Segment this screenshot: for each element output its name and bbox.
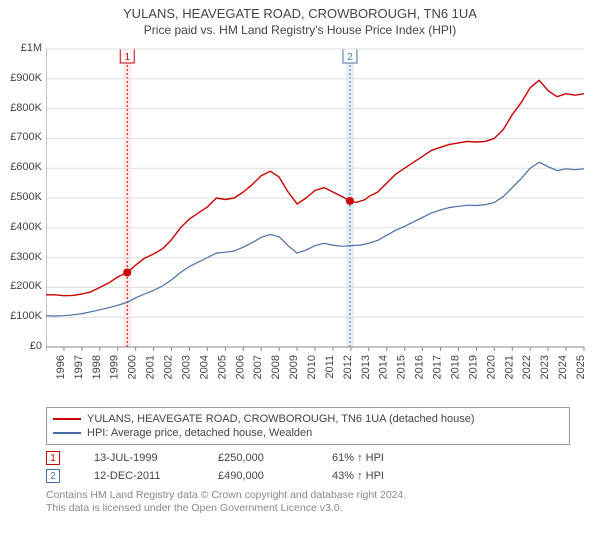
svg-text:2001: 2001: [145, 355, 157, 379]
svg-text:2012: 2012: [342, 355, 354, 379]
line-chart: 1 2 1995 1996 1997 1998 1999 2000 2001 2002 2003 20…: [46, 41, 590, 401]
svg-text:2025: 2025: [575, 355, 587, 379]
sale-price: £250,000: [218, 452, 298, 464]
table-row: 1 13-JUL-1999 £250,000 61% ↑ HPI: [46, 449, 570, 467]
svg-text:2023: 2023: [539, 355, 551, 379]
svg-text:2020: 2020: [485, 355, 497, 379]
y-tick-label: £500K: [10, 191, 46, 203]
svg-text:1: 1: [124, 52, 130, 63]
table-row: 2 12-DEC-2011 £490,000 43% ↑ HPI: [46, 467, 570, 485]
y-tick-label: £400K: [10, 221, 46, 233]
svg-text:2016: 2016: [414, 355, 426, 379]
svg-text:2017: 2017: [432, 355, 444, 379]
y-tick-label: £100K: [10, 310, 46, 322]
sale-date: 13-JUL-1999: [94, 452, 184, 464]
chart-subtitle: Price paid vs. HM Land Registry's House …: [0, 21, 600, 41]
svg-text:1999: 1999: [109, 355, 121, 379]
svg-text:1995: 1995: [46, 355, 49, 379]
y-tick-label: £600K: [10, 161, 46, 173]
legend-item-price-paid: YULANS, HEAVEGATE ROAD, CROWBOROUGH, TN6…: [53, 412, 563, 426]
y-tick-label: £0: [30, 340, 46, 352]
svg-text:1998: 1998: [91, 355, 103, 379]
sale-price: £490,000: [218, 470, 298, 482]
svg-text:1997: 1997: [73, 355, 85, 379]
chart-area: 1 2 1995 1996 1997 1998 1999 2000 2001 2002 2003 20…: [46, 41, 590, 401]
svg-text:2015: 2015: [396, 355, 408, 379]
sale-vs-hpi: 61% ↑ HPI: [332, 452, 384, 464]
svg-text:2009: 2009: [288, 355, 300, 379]
y-tick-label: £700K: [10, 131, 46, 143]
svg-text:1996: 1996: [55, 355, 67, 379]
sale-vs-hpi: 43% ↑ HPI: [332, 470, 384, 482]
sale-date: 12-DEC-2011: [94, 470, 184, 482]
legend-label: YULANS, HEAVEGATE ROAD, CROWBOROUGH, TN6…: [87, 413, 475, 425]
y-tick-label: £200K: [10, 280, 46, 292]
svg-text:2021: 2021: [503, 355, 515, 379]
y-tick-label: £900K: [10, 72, 46, 84]
svg-text:2000: 2000: [127, 355, 139, 379]
y-tick-label: £1M: [21, 42, 46, 54]
footnote: Contains HM Land Registry data © Crown c…: [46, 489, 570, 515]
svg-text:2018: 2018: [449, 355, 461, 379]
y-tick-label: £800K: [10, 102, 46, 114]
footnote-line: Contains HM Land Registry data © Crown c…: [46, 489, 570, 502]
svg-text:2008: 2008: [270, 355, 282, 379]
sale-marker-box: 2: [46, 469, 60, 483]
svg-text:2013: 2013: [360, 355, 372, 379]
legend-label: HPI: Average price, detached house, Weal…: [87, 427, 312, 439]
svg-text:2014: 2014: [378, 355, 390, 379]
sale-marker-box: 1: [46, 451, 60, 465]
legend-swatch: [53, 432, 81, 434]
y-tick-label: £300K: [10, 251, 46, 263]
svg-text:2011: 2011: [324, 355, 336, 379]
svg-text:2019: 2019: [467, 355, 479, 379]
svg-text:2005: 2005: [216, 355, 228, 379]
sales-table: 1 13-JUL-1999 £250,000 61% ↑ HPI 2 12-DE…: [46, 449, 570, 485]
svg-text:2003: 2003: [180, 355, 192, 379]
footnote-line: This data is licensed under the Open Gov…: [46, 502, 570, 515]
legend-swatch: [53, 418, 81, 420]
svg-text:2004: 2004: [198, 355, 210, 379]
svg-text:2006: 2006: [234, 355, 246, 379]
svg-text:2: 2: [347, 52, 353, 63]
legend: YULANS, HEAVEGATE ROAD, CROWBOROUGH, TN6…: [46, 407, 570, 445]
legend-item-hpi: HPI: Average price, detached house, Weal…: [53, 426, 563, 440]
svg-text:2024: 2024: [557, 355, 569, 379]
chart-title: YULANS, HEAVEGATE ROAD, CROWBOROUGH, TN6…: [0, 0, 600, 21]
svg-text:2022: 2022: [521, 355, 533, 379]
svg-text:2007: 2007: [252, 355, 264, 379]
svg-text:2002: 2002: [163, 355, 175, 379]
svg-text:2010: 2010: [306, 355, 318, 379]
